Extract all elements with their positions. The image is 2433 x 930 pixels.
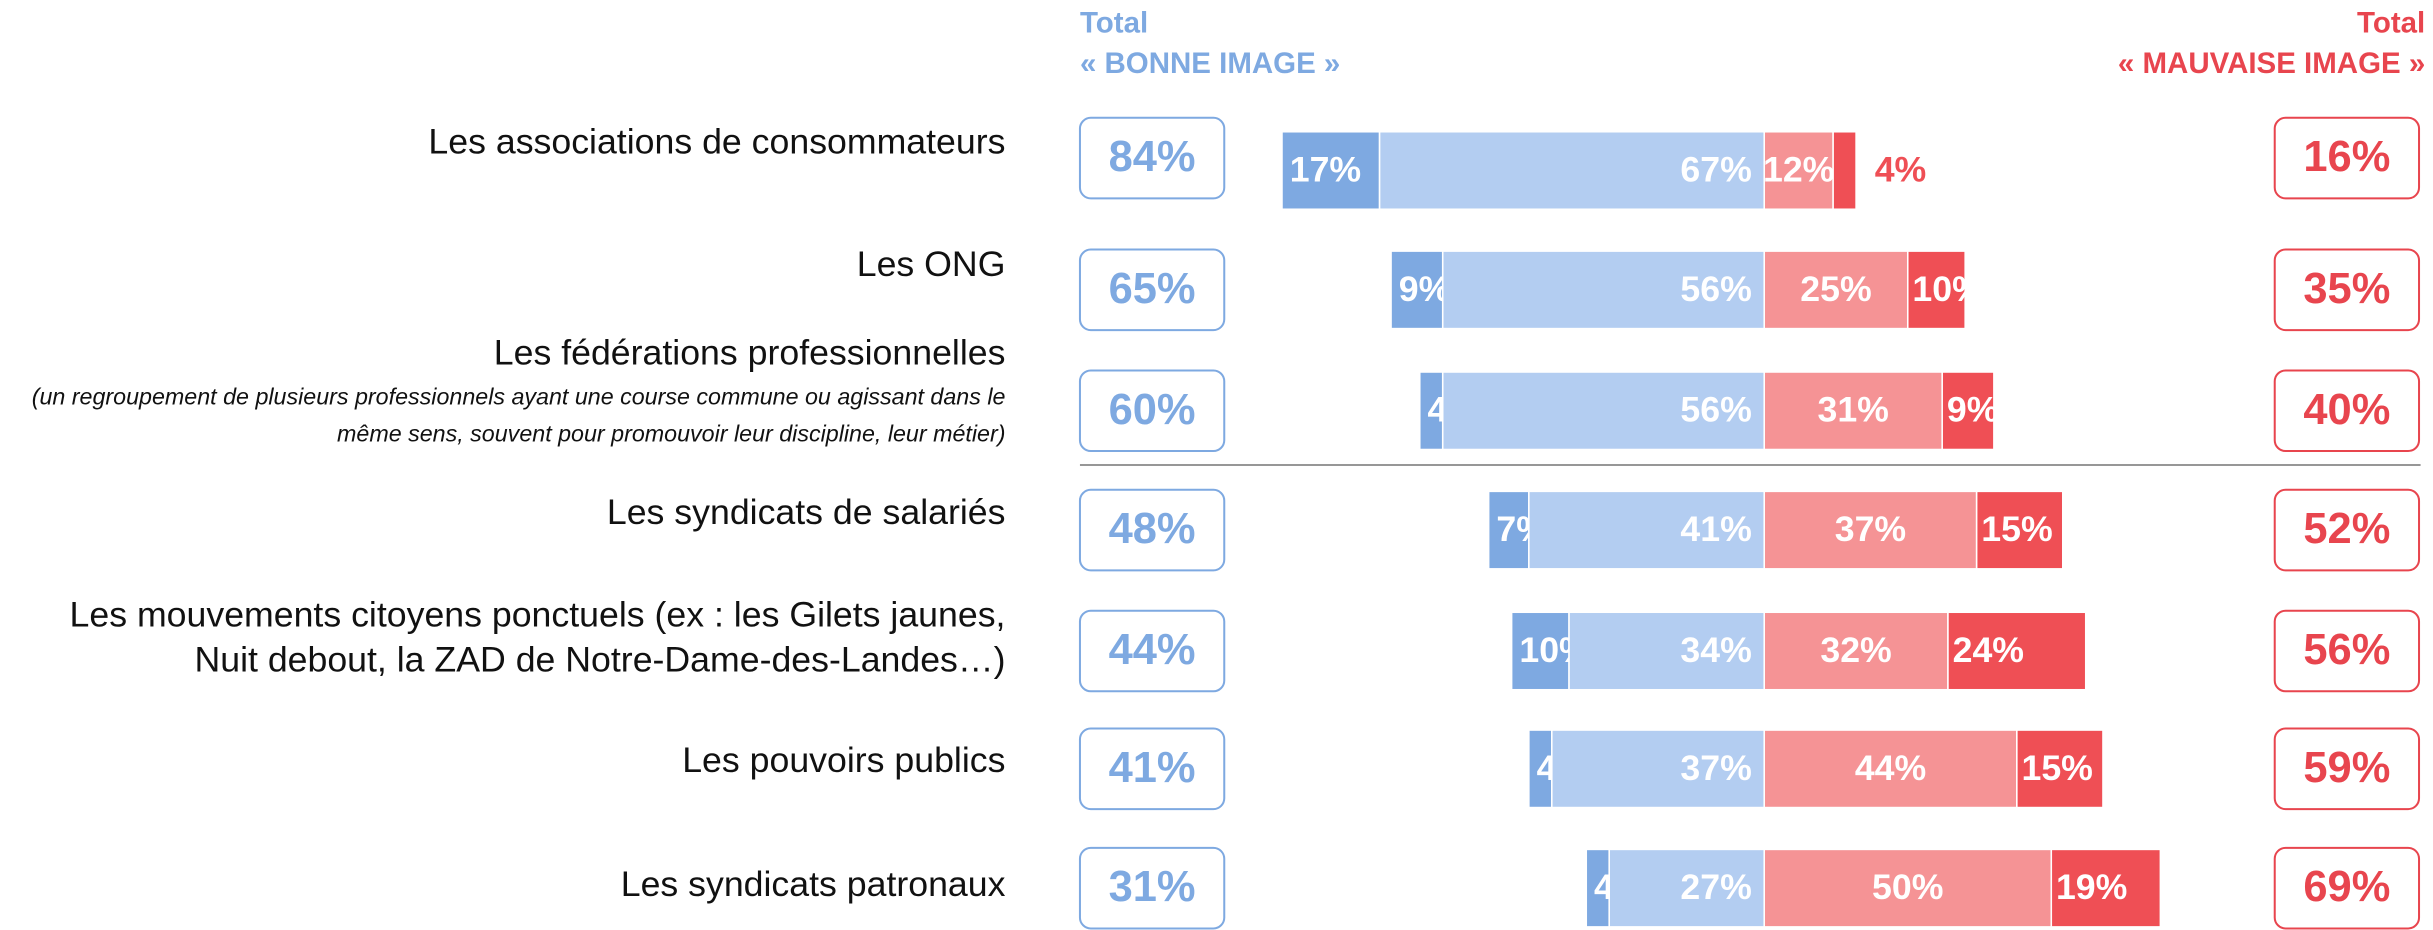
value-label: 4% (1875, 149, 1927, 189)
value-label: 12% (1763, 149, 1834, 189)
total-box (1078, 488, 1226, 572)
value-label: 15% (1981, 509, 2052, 549)
bar-segment (2016, 729, 2104, 809)
bar-segment (1390, 250, 1444, 330)
value-label: 50% (1872, 867, 1943, 907)
total-box (2273, 369, 2421, 453)
value-label: 19% (2056, 867, 2127, 907)
category-label: Les fédérations professionnelles (494, 332, 1006, 372)
total-label: 60% (1109, 386, 1196, 434)
value-label: 56% (1680, 269, 1751, 309)
total-box (1078, 846, 1226, 930)
bar-segment (1551, 729, 1766, 809)
bar-segment (1906, 250, 1966, 330)
bar-segment (1763, 848, 2053, 928)
total-label: 44% (1109, 626, 1196, 674)
bar-segment (1528, 490, 1766, 570)
bar-segment (1441, 250, 1766, 330)
bar-segment (1487, 490, 1530, 570)
category-subtitle: même sens, souvent pour promouvoir leur … (337, 421, 1005, 447)
total-box (2273, 248, 2421, 332)
value-label: 56% (1680, 390, 1751, 430)
header-bad-total: Total (2357, 7, 2425, 40)
bar-segment (1763, 611, 1949, 691)
value-label: 10% (1912, 269, 1983, 309)
value-label: 32% (1820, 630, 1891, 670)
bar-segment (1975, 490, 2064, 570)
bar-segment (1763, 250, 1909, 330)
total-box (2273, 116, 2421, 200)
value-label: 17% (1290, 149, 1361, 189)
total-label: 41% (1109, 744, 1196, 792)
header-bad: « MAUVAISE IMAGE » (2118, 47, 2425, 80)
header-good: « BONNE IMAGE » (1080, 47, 1340, 80)
total-box (1078, 116, 1226, 200)
total-label: 48% (1109, 505, 1196, 553)
category-label: Les mouvements citoyens ponctuels (ex : … (70, 594, 1006, 634)
value-label: 37% (1835, 509, 1906, 549)
bar-segment (1832, 130, 1857, 211)
total-box (1078, 609, 1226, 693)
category-label: Les associations de consommateurs (428, 122, 1005, 162)
value-label: 27% (1680, 867, 1751, 907)
bar-segment (1378, 130, 1766, 211)
bar-segment (1947, 611, 2087, 691)
total-box (1078, 727, 1226, 811)
bar-segment (1763, 490, 1978, 570)
category-label: Les ONG (857, 244, 1006, 284)
total-box (2273, 609, 2421, 693)
total-label: 69% (2303, 863, 2390, 911)
value-label: 24% (1953, 630, 2024, 670)
bar-segment (1763, 130, 1834, 211)
header-good-total: Total (1080, 7, 1148, 40)
total-label: 59% (2303, 744, 2390, 792)
total-label: 35% (2303, 265, 2390, 313)
category-label: Nuit debout, la ZAD de Notre-Dame-des-La… (194, 639, 1005, 679)
bar-segment (1510, 611, 1570, 691)
value-label: 31% (1818, 390, 1889, 430)
category-label: Les pouvoirs publics (682, 740, 1005, 780)
category-subtitle: (un regroupement de plusieurs profession… (32, 383, 1006, 409)
value-label: 15% (2022, 748, 2093, 788)
value-label: 67% (1680, 149, 1751, 189)
value-label: 37% (1680, 748, 1751, 788)
total-label: 65% (1109, 265, 1196, 313)
total-box (2273, 846, 2421, 930)
value-label: 9% (1399, 269, 1451, 309)
bar-segment (1568, 611, 1766, 691)
total-label: 56% (2303, 626, 2390, 674)
value-label: 34% (1680, 630, 1751, 670)
bar-segment (2050, 848, 2162, 928)
value-label: 44% (1855, 748, 1926, 788)
value-label: 9% (1947, 390, 1999, 430)
category-label: Les syndicats de salariés (607, 492, 1006, 532)
bar-segment (1441, 371, 1766, 451)
total-label: 16% (2303, 133, 2390, 181)
value-label: 25% (1800, 269, 1871, 309)
category-label: Les syndicats patronaux (621, 864, 1006, 904)
total-box (2273, 488, 2421, 572)
bar-segment (1941, 371, 1995, 451)
total-box (1078, 248, 1226, 332)
total-label: 84% (1109, 133, 1196, 181)
total-box (1078, 369, 1226, 453)
value-label: 41% (1680, 509, 1751, 549)
total-box (2273, 727, 2421, 811)
total-label: 31% (1109, 863, 1196, 911)
total-label: 52% (2303, 505, 2390, 553)
total-label: 40% (2303, 386, 2390, 434)
